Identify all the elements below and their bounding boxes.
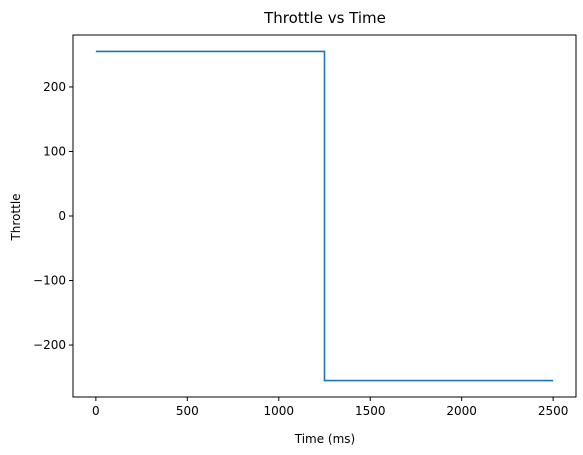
y-tick-label: 100 <box>43 144 66 158</box>
x-tick-label: 0 <box>92 404 100 418</box>
x-tick-label: 1500 <box>355 404 386 418</box>
x-tick-label: 2000 <box>446 404 477 418</box>
chart-title: Throttle vs Time <box>263 9 386 27</box>
x-tick-label: 2500 <box>538 404 569 418</box>
x-tick-label: 1000 <box>263 404 294 418</box>
y-axis-label: Throttle <box>9 193 23 241</box>
y-tick-label: 200 <box>43 80 66 94</box>
series-line-0 <box>95 50 554 382</box>
y-tick-label: −100 <box>33 274 66 288</box>
y-tick-label: −200 <box>33 338 66 352</box>
y-axis: −200 −100 0 100 200 <box>33 80 73 352</box>
y-tick-label: 0 <box>58 209 66 223</box>
x-axis-label: Time (ms) <box>294 432 356 446</box>
x-axis: 0 500 1000 1500 2000 2500 <box>92 397 568 418</box>
plot-area <box>95 50 554 382</box>
x-tick-label: 500 <box>176 404 199 418</box>
